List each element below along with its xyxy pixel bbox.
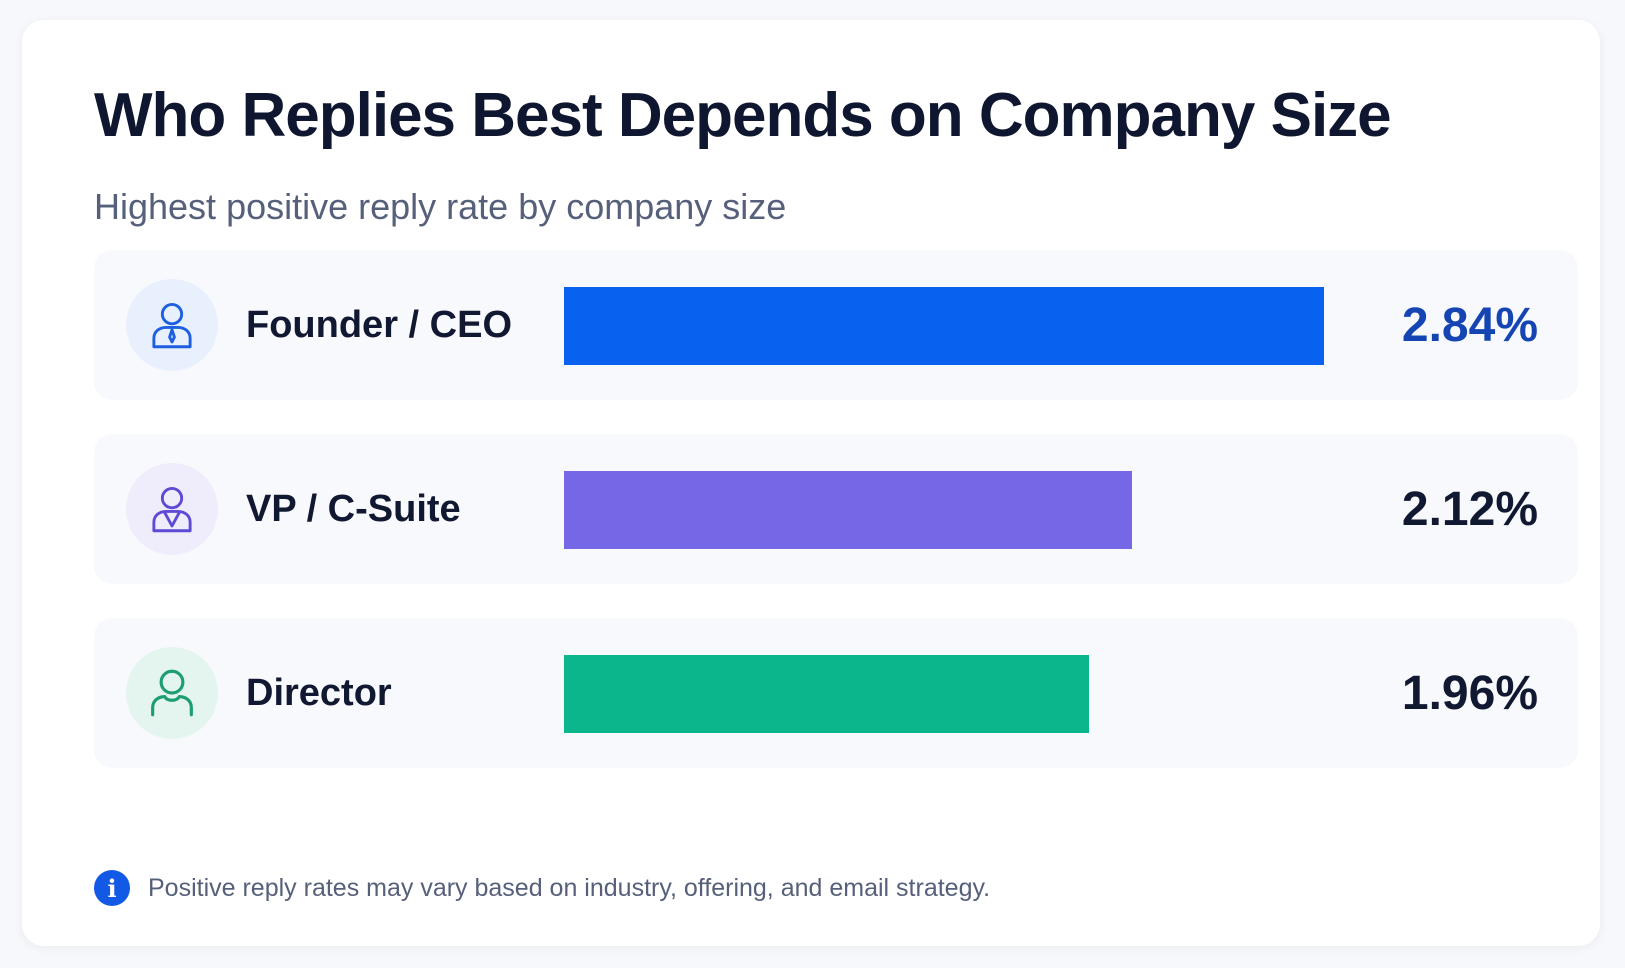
bar-label: Director [246,671,392,714]
avatar-vp-csuite [126,463,218,555]
director-icon [151,669,193,717]
bar-value-label: 1.96% [1401,666,1538,720]
bar-row-founder-ceo: Founder / CEO 2.84% [94,250,1578,400]
avatar-director [126,647,218,739]
vp-csuite-icon [152,487,192,533]
chart-title: Who Replies Best Depends on Company Size [94,81,1392,150]
bar-row-director: Director 1.96% [94,618,1578,768]
bar-label: Founder / CEO [246,303,512,346]
chart-card: Who Replies Best Depends on Company Size… [22,20,1600,946]
bar-value-label: 2.12% [1401,482,1538,536]
footnote-text: Positive reply rates may vary based on i… [148,873,991,902]
info-icon: i [94,870,130,906]
bar [564,655,1089,733]
chart-subtitle: Highest positive reply rate by company s… [94,186,787,227]
bar-row-vp-csuite: VP / C-Suite 2.12% [94,434,1578,584]
avatar-founder-ceo [126,279,218,371]
bar-value-label: 2.84% [1401,298,1538,352]
founder-ceo-icon [152,303,192,349]
footnote: i Positive reply rates may vary based on… [94,870,990,906]
bar [564,287,1325,365]
bar-label: VP / C-Suite [246,487,461,530]
bar [564,471,1132,549]
